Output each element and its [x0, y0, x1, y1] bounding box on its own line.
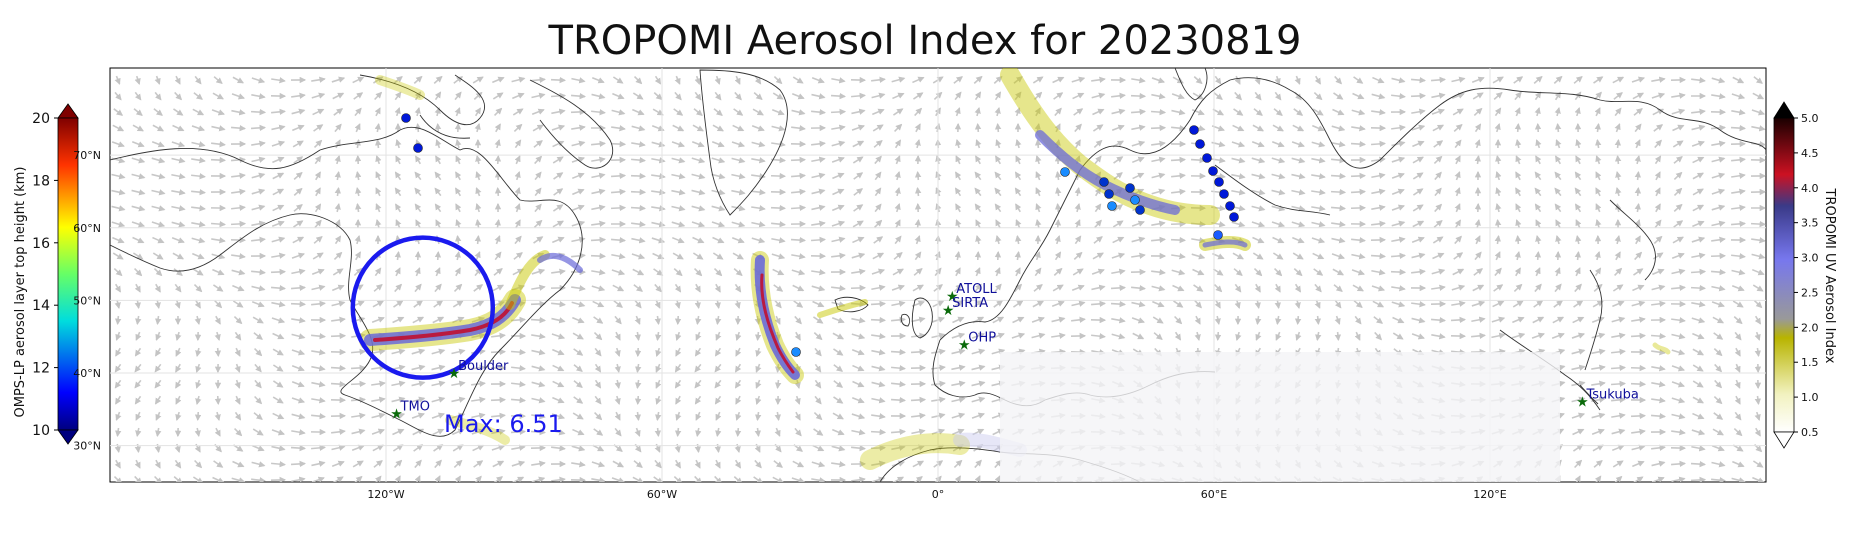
right-colorbar-tick: 3.5: [1801, 217, 1819, 230]
station-label-tsukuba: Tsukuba: [1585, 387, 1638, 402]
station-label-sirta: SIRTA: [952, 296, 988, 311]
right-colorbar-bottom-extension: [1773, 431, 1795, 449]
longitude-label: 60°E: [1201, 488, 1227, 501]
right-colorbar-tick: 0.5: [1801, 426, 1819, 439]
station-star-atoll: ★: [946, 289, 959, 305]
right-colorbar-tick: 2.0: [1801, 321, 1819, 334]
right-colorbar-tick: 1.5: [1801, 356, 1819, 369]
longitude-label: 120°W: [367, 488, 404, 501]
latitude-labels: 70°N 60°N 50°N 40°N 30°N: [73, 149, 101, 453]
left-colorbar-bottom-extension: [57, 429, 79, 445]
left-colorbar-top-extension: [57, 103, 79, 119]
right-colorbar-tick: 3.0: [1801, 252, 1819, 265]
left-colorbar-tick: 16: [32, 236, 50, 252]
aerosol-index-field: [359, 68, 1671, 482]
latitude-label: 50°N: [73, 294, 101, 307]
longitude-labels: 120°W 60°W 0° 60°E 120°E: [367, 488, 1506, 501]
latitude-label: 70°N: [73, 149, 101, 162]
left-colorbar-tick: 12: [32, 361, 50, 377]
station-label-ohp: OHP: [968, 331, 996, 346]
left-colorbar-label: OMPS-LP aerosol layer top height (km): [13, 167, 28, 418]
right-colorbar-top-extension: [1773, 101, 1795, 119]
max-highlight-circle: [350, 235, 496, 380]
latitude-label: 30°N: [73, 440, 101, 453]
station-label-tmo: TMO: [400, 400, 430, 415]
left-colorbar-tick: 14: [32, 298, 50, 314]
omps-lp-observations: [401, 113, 1239, 357]
station-star-ohp: ★: [958, 338, 971, 354]
map-title: TROPOMI Aerosol Index for 20230819: [548, 18, 1302, 64]
right-colorbar-tick: 5.0: [1801, 112, 1819, 125]
left-colorbar-tick: 18: [32, 173, 50, 189]
longitude-label: 0°: [932, 488, 945, 501]
right-colorbar-tick: 2.5: [1801, 286, 1819, 299]
left-colorbar-tick: 20: [32, 111, 50, 127]
longitude-label: 60°W: [647, 488, 677, 501]
station-star-boulder: ★: [448, 366, 461, 382]
left-colorbar-tick: 10: [32, 423, 50, 439]
right-colorbar-bar: [1773, 117, 1795, 433]
right-colorbar-label: TROPOMI UV Aerosol Index: [1822, 188, 1837, 364]
right-colorbar-tick: 4.5: [1801, 147, 1819, 160]
latitude-label: 40°N: [73, 367, 101, 380]
max-annotation: Max: 6.51: [444, 410, 563, 438]
station-star-sirta: ★: [942, 303, 955, 319]
station-label-boulder: Boulder: [458, 359, 509, 374]
right-colorbar-tick: 1.0: [1801, 391, 1819, 404]
left-colorbar: 20 18 16 14 12 10 OMPS-LP aerosol layer top h…: [13, 103, 79, 445]
station-label-atoll: ATOLL: [956, 282, 997, 297]
latitude-label: 60°N: [73, 222, 101, 235]
right-colorbar: 5.0 4.5 4.0 3.5 3.0 2.5 2.0 1.5 1.0 0.5 TROPOMI U…: [1773, 101, 1837, 449]
left-colorbar-bar: [57, 117, 79, 431]
station-star-tmo: ★: [390, 407, 403, 423]
station-markers: ★TMO★Boulder★ATOLL★SIRTA★OHP★Tsukuba: [390, 282, 1639, 423]
right-colorbar-tick: 4.0: [1801, 182, 1819, 195]
longitude-label: 120°E: [1473, 488, 1506, 501]
station-star-tsukuba: ★: [1576, 394, 1589, 410]
